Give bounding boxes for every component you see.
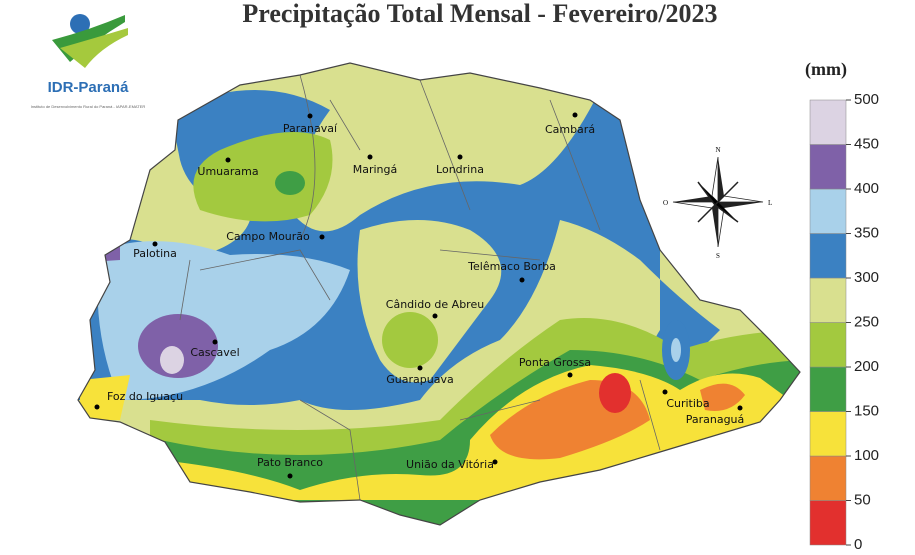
- legend-tick-label: 250: [854, 313, 879, 330]
- legend-tick-label: 500: [854, 91, 879, 108]
- title: Precipitação Total Mensal - Fevereiro/20…: [242, 0, 717, 28]
- city-label: Londrina: [436, 163, 484, 176]
- legend-unit: (mm): [805, 59, 847, 80]
- city-label: Foz do Iguaçu: [107, 390, 183, 403]
- city-label: União da Vitória: [406, 458, 494, 471]
- legend-tick-label: 450: [854, 135, 879, 152]
- cities: Paranavaí Umuarama Maringá Londrina Camb…: [94, 112, 745, 479]
- legend-swatch: [809, 322, 847, 368]
- city-label: Ponta Grossa: [519, 356, 591, 369]
- legend-tick-label: 400: [854, 180, 879, 197]
- compass: N S L O: [663, 146, 772, 260]
- city-label: Umuarama: [197, 165, 258, 178]
- legend-swatch: [809, 188, 847, 234]
- legend-swatch: [809, 99, 847, 145]
- city-label: Maringá: [353, 163, 398, 176]
- legend-swatch: [809, 144, 847, 190]
- legend-swatch: [809, 366, 847, 412]
- legend-swatch: [809, 277, 847, 323]
- legend-tick-label: 100: [854, 447, 879, 464]
- compass-e: L: [768, 199, 772, 207]
- city-label: Cascavel: [190, 346, 239, 359]
- city-label: Pato Branco: [257, 456, 323, 469]
- city-label: Palotina: [133, 247, 177, 260]
- legend: 0 50 100 150 200 250 300 350 400 450 500: [809, 91, 879, 553]
- legend-tick-label: 350: [854, 224, 879, 241]
- city-label: Guarapuava: [386, 373, 453, 386]
- city-label: Paranaguá: [686, 413, 745, 426]
- logo-subtitle: Instituto de Desenvolvimento Rural do Pa…: [31, 104, 146, 109]
- city-label: Cambará: [545, 123, 595, 136]
- legend-swatch: [809, 411, 847, 457]
- compass-n: N: [715, 146, 720, 154]
- legend-tick-label: 0: [854, 536, 862, 553]
- legend-swatch: [809, 500, 847, 546]
- compass-s: S: [716, 252, 720, 260]
- legend-swatch: [809, 233, 847, 279]
- legend-tick-label: 50: [854, 491, 871, 508]
- city-label: Cândido de Abreu: [386, 298, 484, 311]
- legend-tick-label: 300: [854, 269, 879, 286]
- legend-swatch: [809, 455, 847, 501]
- legend-tick-label: 150: [854, 402, 879, 419]
- city-label: Curitiba: [666, 397, 709, 410]
- logo: IDR-Paraná Instituto de Desenvolvimento …: [31, 14, 146, 109]
- compass-w: O: [663, 199, 668, 207]
- logo-name: IDR-Paraná: [48, 79, 130, 96]
- city-label: Campo Mourão: [226, 230, 310, 243]
- city-label: Telêmaco Borba: [467, 260, 556, 273]
- legend-tick-label: 200: [854, 358, 879, 375]
- city-label: Paranavaí: [283, 122, 338, 135]
